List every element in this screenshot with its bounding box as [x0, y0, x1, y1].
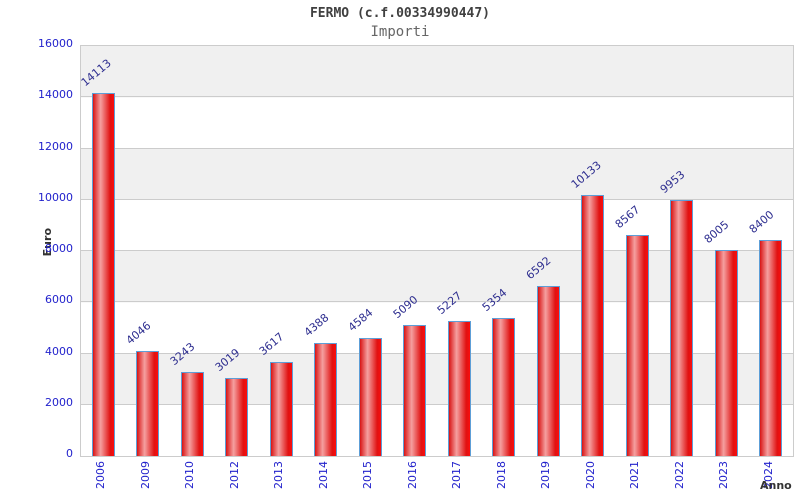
x-axis-tick-label: 2018 [494, 461, 508, 489]
bar-2020 [581, 195, 605, 456]
gridline [81, 198, 793, 200]
bar-2010 [180, 371, 204, 456]
x-axis-tick-label: 2021 [628, 461, 642, 489]
bar-value-label: 4046 [123, 319, 154, 348]
bar-value-label: 8400 [746, 207, 777, 236]
y-axis-tick-label: 2000 [45, 395, 73, 409]
bar-value-label: 5227 [434, 289, 465, 318]
bar-value-label: 3617 [256, 330, 287, 359]
bar-2012 [225, 377, 249, 456]
gridline [81, 96, 793, 98]
x-axis-tick-label: 2006 [94, 461, 108, 489]
bar-2009 [136, 351, 160, 456]
y-axis-tick-label: 6000 [45, 293, 73, 307]
bar-value-label: 5354 [479, 285, 510, 314]
gridline [81, 250, 793, 251]
x-axis-tick-label: 2022 [672, 461, 686, 489]
plot-area: 14113 4046 3243 3019 3617 4388 4584 5090 5227 535… [78, 45, 794, 457]
bar-2023 [714, 249, 738, 456]
bar-2019 [536, 286, 560, 456]
x-axis-tick-label: 2019 [539, 461, 553, 489]
y-axis-tick-label: 12000 [38, 139, 73, 153]
x-axis-tick-label: 2017 [450, 461, 464, 489]
y-axis-tick-label: 14000 [38, 88, 73, 102]
bar-2024 [759, 239, 783, 456]
gridline [81, 403, 793, 405]
bar-value-label: 3243 [167, 339, 198, 368]
x-axis-tick-label: 2023 [717, 461, 731, 489]
x-axis-tick-label: 2010 [183, 461, 197, 489]
bar-2022 [670, 199, 694, 456]
x-axis-tick-label: 2013 [272, 461, 286, 489]
chart-subtitle: Importi [370, 24, 430, 40]
y-axis-tick-label: 4000 [45, 344, 73, 358]
x-axis-tick-label: 2009 [138, 461, 152, 489]
y-axis-tick-label: 10000 [38, 190, 73, 204]
bar-value-label: 8005 [701, 217, 732, 246]
x-axis-tick-label: 2020 [583, 461, 597, 489]
gridline [81, 301, 793, 303]
bar-2017 [447, 321, 471, 456]
bar-value-label: 5090 [390, 292, 421, 321]
bar-2018 [492, 317, 516, 456]
y-axis-tick-label: 0 [66, 447, 73, 460]
bar-value-label: 4584 [345, 305, 376, 334]
x-axis-tick-label: 2014 [316, 461, 330, 489]
bar-2016 [403, 324, 427, 456]
bar-value-label: 14113 [78, 56, 115, 90]
bar-2006 [91, 93, 115, 456]
bar-2014 [314, 342, 338, 456]
y-axis-tick-label: 8000 [45, 242, 73, 255]
x-axis-tick-label: 2012 [227, 461, 241, 489]
gridline [81, 352, 793, 354]
bar-2015 [358, 337, 382, 456]
bar-value-label: 4388 [301, 310, 332, 339]
y-axis-tick-label: 16000 [38, 37, 73, 50]
bar-value-label: 10133 [568, 158, 604, 192]
bar-value-label: 8567 [612, 203, 643, 232]
bar-value-label: 6592 [523, 254, 554, 283]
bar-value-label: 3019 [212, 345, 243, 374]
chart-title: FERMO (c.f.00334990447) [309, 6, 490, 21]
bar-value-label: 9953 [657, 168, 688, 196]
x-axis-tick-label: 2016 [405, 461, 419, 489]
x-axis-title: Anno [760, 479, 792, 492]
gridline [81, 147, 793, 149]
bar-2021 [625, 235, 649, 456]
bar-2013 [269, 362, 293, 456]
x-axis-tick-label: 2015 [361, 461, 375, 489]
